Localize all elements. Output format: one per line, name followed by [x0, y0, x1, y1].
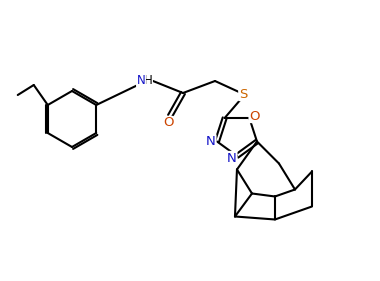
Text: H: H [144, 74, 152, 87]
Text: N: N [227, 151, 237, 164]
Text: O: O [163, 117, 173, 130]
Text: S: S [239, 87, 247, 101]
Text: N: N [137, 74, 146, 87]
Text: N: N [206, 135, 216, 148]
Text: O: O [249, 110, 260, 123]
